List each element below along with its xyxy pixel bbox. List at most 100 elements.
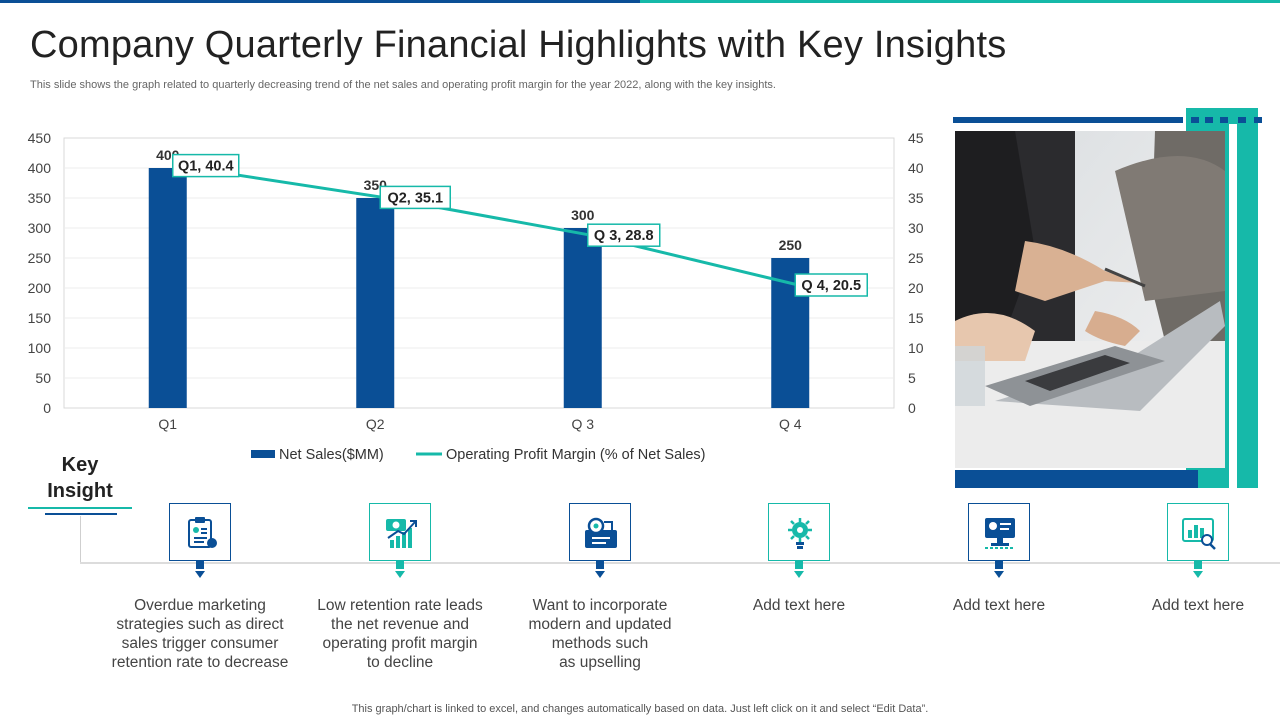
marketing-plan-icon bbox=[188, 517, 217, 548]
y-left-tick-label: 200 bbox=[28, 280, 52, 296]
legend-label-net-sales: Net Sales($MM) bbox=[279, 447, 384, 463]
insight-text-line: modern and updated bbox=[528, 616, 672, 633]
insight-text-line: Want to incorporate bbox=[532, 597, 668, 614]
insight-icon-box bbox=[169, 503, 231, 561]
line-data-label: Q 3, 28.8 bbox=[594, 228, 654, 244]
line-data-label-box bbox=[379, 185, 451, 210]
y-left-tick-label: 100 bbox=[28, 340, 52, 356]
bar-data-label: 300 bbox=[571, 207, 595, 223]
insight-text-line: Add text here bbox=[1151, 597, 1245, 614]
photo-frame-top-line bbox=[953, 117, 1183, 123]
insight-text-line: Add text here bbox=[752, 597, 846, 614]
y-left-tick-label: 250 bbox=[28, 250, 52, 266]
insight-text-line: Add text here bbox=[952, 597, 1046, 614]
line-data-label: Q 4, 20.5 bbox=[801, 278, 861, 294]
insight-pointer bbox=[595, 560, 605, 578]
photo-frame-dash bbox=[1205, 117, 1213, 123]
insight-text: Add text here bbox=[899, 596, 1099, 615]
insight-icon-box bbox=[968, 503, 1030, 561]
insight-icon-box bbox=[369, 503, 431, 561]
key-insight-underline-teal bbox=[28, 507, 132, 509]
analytics-chart-icon bbox=[1182, 518, 1216, 550]
photo-frame-dash bbox=[1220, 117, 1228, 123]
y-left-tick-label: 400 bbox=[28, 160, 52, 176]
insight-text-line: Low retention rate leads bbox=[317, 597, 483, 614]
insight-text: Overdue marketing strategies such as dir… bbox=[100, 596, 300, 672]
insight-icon-box bbox=[1167, 503, 1229, 561]
plot-frame bbox=[63, 137, 895, 409]
line-data-label-box bbox=[587, 223, 661, 247]
y-right-tick-label: 15 bbox=[908, 310, 924, 326]
insight-pointer bbox=[994, 560, 1004, 578]
insight-text-line: the net revenue and bbox=[331, 616, 469, 633]
x-category-label: Q 3 bbox=[571, 416, 594, 432]
photo-frame-dash bbox=[1238, 117, 1246, 123]
photo-frame-dash bbox=[1254, 117, 1262, 123]
revenue-growth-icon bbox=[386, 519, 417, 548]
footnote: This graph/chart is linked to excel, and… bbox=[351, 703, 929, 715]
legend-label-operating-margin: Operating Profit Margin (% of Net Sales) bbox=[446, 447, 706, 463]
insight-text: Low retention rate leads the net revenue… bbox=[300, 596, 500, 672]
y-right-tick-label: 10 bbox=[908, 340, 924, 356]
page-title: Company Quarterly Financial Highlights w… bbox=[30, 24, 1007, 66]
key-insight-label-line1: Key bbox=[61, 454, 99, 476]
y-right-tick-label: 45 bbox=[908, 130, 924, 146]
bar-net-sales bbox=[563, 228, 602, 408]
y-left-tick-label: 350 bbox=[28, 190, 52, 206]
line-data-label: Q2, 35.1 bbox=[387, 190, 443, 206]
timeline-connector bbox=[80, 516, 81, 562]
key-insight-underline-blue bbox=[45, 513, 117, 515]
bar-net-sales bbox=[356, 198, 395, 408]
business-meeting-photo bbox=[955, 131, 1225, 468]
insight-text-line: to decline bbox=[366, 654, 434, 671]
y-left-tick-label: 450 bbox=[28, 130, 52, 146]
insight-text-line: methods such bbox=[551, 635, 649, 652]
insight-pointer bbox=[395, 560, 405, 578]
page-subtitle: This slide shows the graph related to qu… bbox=[30, 79, 776, 91]
line-data-label: Q1, 40.4 bbox=[178, 159, 234, 175]
y-right-tick-label: 20 bbox=[908, 280, 924, 296]
key-insight-label-line2: Insight bbox=[47, 480, 113, 502]
idea-gear-icon bbox=[788, 518, 812, 549]
insight-text: Add text here bbox=[699, 596, 899, 615]
y-right-tick-label: 35 bbox=[908, 190, 924, 206]
legend-swatch-net-sales bbox=[251, 450, 275, 458]
insight-icon-box bbox=[569, 503, 631, 561]
insight-pointer bbox=[195, 560, 205, 578]
financial-chart[interactable]: 0 50 100 150 200 250 300 350 400 450 0 5 10 15 20 25 30 3… bbox=[0, 120, 930, 480]
y-left-tick-label: 0 bbox=[43, 400, 51, 416]
insight-pointer bbox=[794, 560, 804, 578]
strategy-methods-icon bbox=[585, 517, 617, 548]
insight-text-line: as upselling bbox=[559, 654, 641, 671]
insight-text-line: Overdue marketing bbox=[134, 597, 266, 614]
photo-frame-bottom-bar bbox=[955, 470, 1198, 488]
timeline-line bbox=[80, 562, 1280, 564]
insight-text-line: sales trigger consumer bbox=[121, 635, 279, 652]
insight-text-line: retention rate to decrease bbox=[111, 654, 289, 671]
photo-frame-gap bbox=[1229, 124, 1237, 488]
top-accent-bar-blue bbox=[0, 0, 640, 3]
insight-text: Add text here bbox=[1098, 596, 1280, 615]
x-category-label: Q 4 bbox=[779, 416, 802, 432]
insight-text: Want to incorporate modern and updated m… bbox=[500, 596, 700, 672]
line-operating-margin bbox=[175, 164, 799, 287]
bar-net-sales bbox=[148, 168, 187, 408]
insight-text-line: strategies such as direct bbox=[116, 616, 284, 633]
y-right-tick-label: 25 bbox=[908, 250, 924, 266]
photo-frame-dash bbox=[1191, 117, 1199, 123]
y-right-tick-label: 5 bbox=[908, 370, 916, 386]
x-category-label: Q1 bbox=[158, 416, 177, 432]
line-data-label-box bbox=[172, 153, 240, 178]
insight-text-line: operating profit margin bbox=[322, 635, 478, 652]
x-category-label: Q2 bbox=[366, 416, 385, 432]
line-data-label-box bbox=[794, 273, 868, 297]
y-right-tick-label: 30 bbox=[908, 220, 924, 236]
bar-data-label: 250 bbox=[779, 237, 803, 253]
key-insight-label: Key Insight bbox=[30, 452, 130, 504]
y-left-tick-label: 50 bbox=[35, 370, 51, 386]
insight-icon-box bbox=[768, 503, 830, 561]
y-left-tick-label: 150 bbox=[28, 310, 52, 326]
y-right-tick-label: 40 bbox=[908, 160, 924, 176]
insight-pointer bbox=[1193, 560, 1203, 578]
top-accent-bar-teal bbox=[640, 0, 1280, 3]
